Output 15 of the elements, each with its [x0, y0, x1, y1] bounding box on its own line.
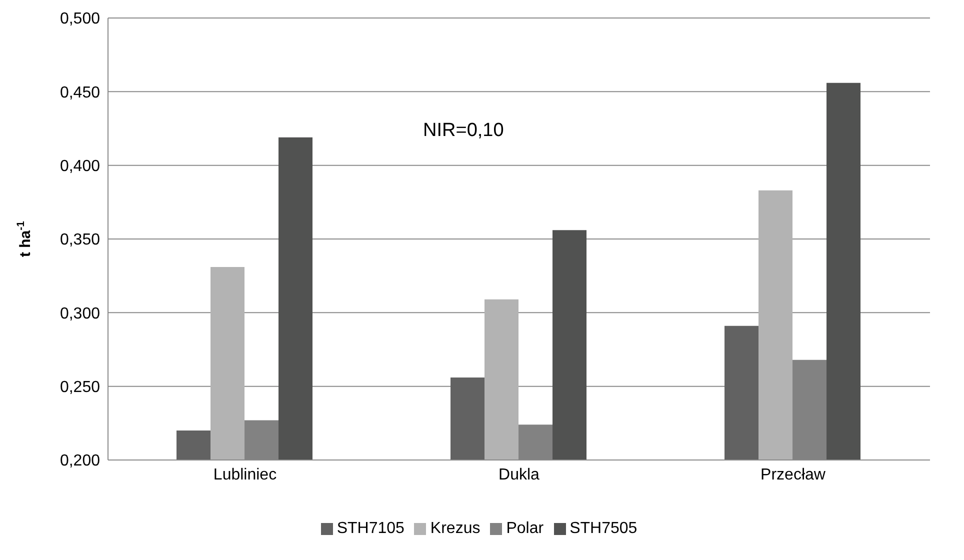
- x-tick-label: Przecław: [760, 466, 826, 484]
- y-tick-label: 0,250: [60, 379, 100, 396]
- annotation: NIR=0,10: [423, 120, 504, 142]
- x-tick-label: Dukla: [498, 466, 540, 484]
- legend-label: STH7505: [570, 520, 638, 537]
- legend-label: Krezus: [430, 520, 480, 537]
- y-tick-label: 0,300: [60, 305, 100, 322]
- x-tick-label: Lubliniec: [213, 466, 277, 484]
- legend-label: Polar: [506, 520, 544, 537]
- y-tick-label: 0,500: [60, 10, 100, 28]
- y-tick-label: 0,400: [60, 158, 100, 176]
- legend-label: STH7105: [336, 520, 404, 537]
- y-tick-label: 0,450: [60, 84, 100, 102]
- y-tick-label: 0,350: [60, 232, 100, 249]
- y-tick-label: 0,200: [60, 452, 100, 470]
